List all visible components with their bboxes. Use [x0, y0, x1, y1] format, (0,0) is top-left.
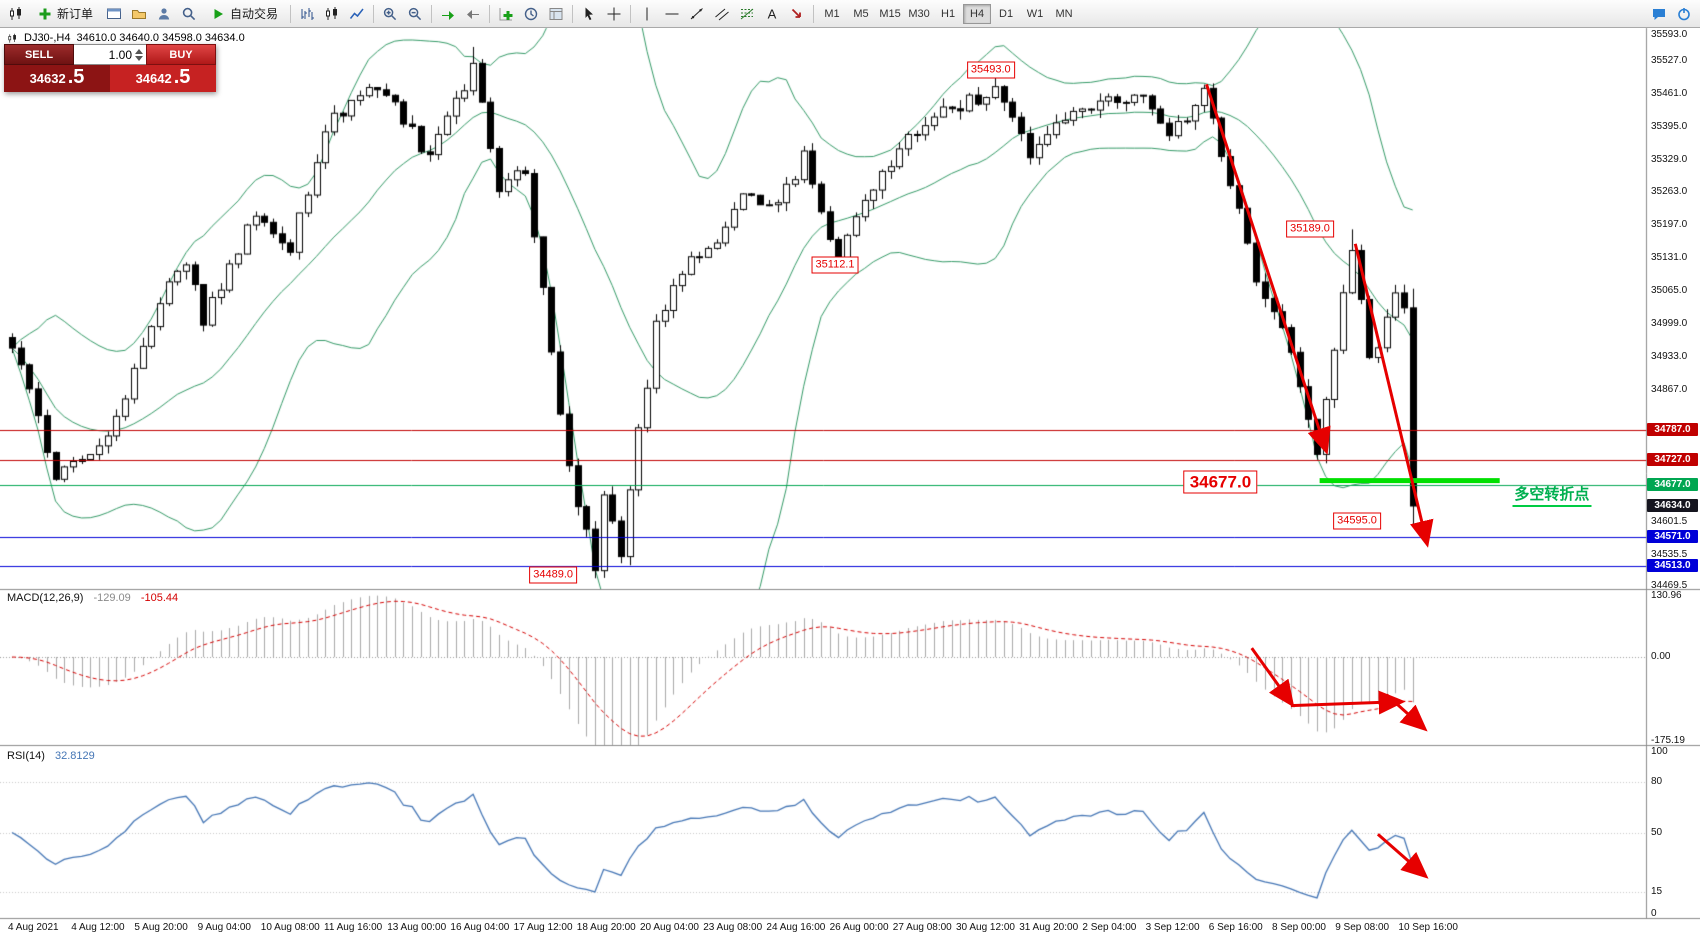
- cursor-icon[interactable]: [577, 3, 601, 25]
- timeframe-m5-button[interactable]: M5: [847, 4, 875, 24]
- macd-indicator-label: MACD(12,26,9) -129.09 -105.44: [7, 592, 178, 604]
- toolbar-separator: [572, 4, 574, 23]
- chat-icon-icon: [1651, 6, 1667, 22]
- chart-shift-icon-icon: [465, 6, 481, 22]
- chart-shift-icon[interactable]: [461, 3, 485, 25]
- timeframe-m1-button[interactable]: M1: [818, 4, 846, 24]
- line-chart-icon[interactable]: [345, 3, 369, 25]
- vertical-line-icon-icon: [639, 6, 655, 22]
- periods-icon-icon: [523, 6, 539, 22]
- zoom-out-icon-icon: [407, 6, 423, 22]
- zoom-out-icon[interactable]: [403, 3, 427, 25]
- timeframe-d1-button[interactable]: D1: [992, 4, 1020, 24]
- crosshair-icon-icon: [606, 6, 622, 22]
- autotrading-icon: [210, 6, 226, 22]
- top-toolbar: 新订单 自动交易 M1 M5 M15 M30 H1 H4 D1 W1 MN: [0, 0, 1700, 28]
- fibonacci-icon[interactable]: [735, 3, 759, 25]
- market-watch-icon-icon: [156, 6, 172, 22]
- buy-button[interactable]: BUY: [146, 44, 216, 65]
- chat-icon[interactable]: [1647, 3, 1671, 25]
- sell-button[interactable]: SELL: [4, 44, 74, 65]
- rsi-value: 32.8129: [54, 750, 95, 762]
- new-order-icon: [37, 6, 53, 22]
- volume-increase-icon[interactable]: [135, 48, 143, 54]
- bid-price[interactable]: 34632 .5: [4, 65, 110, 92]
- rsi-indicator-label: RSI(14) 32.8129: [7, 750, 95, 762]
- periods-icon[interactable]: [519, 3, 543, 25]
- trendline-icon-icon: [689, 6, 705, 22]
- toolbar-separator: [373, 4, 375, 23]
- volume-stepper[interactable]: [135, 48, 143, 61]
- timeframe-w1-button[interactable]: W1: [1021, 4, 1049, 24]
- symbol-ohlc-values: 34610.0 34640.0 34598.0 34634.0: [76, 32, 245, 44]
- timeframe-h1-button[interactable]: H1: [934, 4, 962, 24]
- chart-mini-icon: [7, 33, 18, 44]
- macd-title: MACD(12,26,9): [7, 592, 84, 604]
- templates-icon[interactable]: [544, 3, 568, 25]
- symbol-quote-info: DJ30-,H4 34610.0 34640.0 34598.0 34634.0: [7, 32, 245, 44]
- chart-window-icon[interactable]: [4, 3, 28, 25]
- arrows-icon[interactable]: [785, 3, 809, 25]
- fibonacci-icon-icon: [739, 6, 755, 22]
- timeframe-h4-button[interactable]: H4: [963, 3, 992, 24]
- crosshair-icon[interactable]: [602, 3, 626, 25]
- new-chart-icon-icon: [106, 6, 122, 22]
- volume-value[interactable]: 1.00: [108, 47, 132, 62]
- cursor-icon-icon: [581, 6, 597, 22]
- toolbar-separator: [431, 4, 433, 23]
- macd-signal-value: -105.44: [140, 592, 179, 604]
- toolbar-separator: [813, 4, 815, 23]
- templates-icon-icon: [548, 6, 564, 22]
- horizontal-line-icon[interactable]: [660, 3, 684, 25]
- symbol-name: DJ30-,H4: [24, 32, 71, 44]
- toolbar-separator: [630, 4, 632, 23]
- ask-price[interactable]: 34642 .5: [110, 65, 216, 92]
- new-order-button[interactable]: 新订单: [29, 3, 101, 25]
- toolbar-separator: [489, 4, 491, 23]
- text-label-icon-icon: [764, 6, 780, 22]
- timeframe-m30-button[interactable]: M30: [905, 4, 933, 24]
- bar-chart-icon-icon: [299, 6, 315, 22]
- profiles-icon-icon: [131, 6, 147, 22]
- rsi-title: RSI(14): [7, 750, 45, 762]
- channel-icon-icon: [714, 6, 730, 22]
- toolbar-separator: [290, 4, 292, 23]
- power-icon-icon: [1676, 6, 1692, 22]
- line-chart-icon-icon: [349, 6, 365, 22]
- chart-window-icon-icon: [8, 6, 24, 22]
- data-window-icon-icon: [181, 6, 197, 22]
- vertical-line-icon[interactable]: [635, 3, 659, 25]
- power-icon[interactable]: [1672, 3, 1696, 25]
- channel-icon[interactable]: [710, 3, 734, 25]
- auto-scroll-icon[interactable]: [436, 3, 460, 25]
- candlestick-chart-icon[interactable]: [320, 3, 344, 25]
- bar-chart-icon[interactable]: [295, 3, 319, 25]
- horizontal-line-icon-icon: [664, 6, 680, 22]
- zoom-in-icon[interactable]: [378, 3, 402, 25]
- profiles-icon[interactable]: [127, 3, 151, 25]
- market-watch-icon[interactable]: [152, 3, 176, 25]
- arrows-icon-icon: [789, 6, 805, 22]
- timeframe-m15-button[interactable]: M15: [876, 4, 904, 24]
- timeframe-mn-button[interactable]: MN: [1050, 4, 1078, 24]
- data-window-icon[interactable]: [177, 3, 201, 25]
- one-click-trading-panel: SELL 1.00 BUY 34632 .5 34642 .5: [4, 44, 216, 92]
- candlestick-chart-icon-icon: [324, 6, 340, 22]
- zoom-in-icon-icon: [382, 6, 398, 22]
- new-chart-icon[interactable]: [102, 3, 126, 25]
- trendline-icon[interactable]: [685, 3, 709, 25]
- indicators-icon-icon: [498, 6, 514, 22]
- auto-scroll-icon-icon: [440, 6, 456, 22]
- volume-decrease-icon[interactable]: [135, 55, 143, 61]
- indicators-icon[interactable]: [494, 3, 518, 25]
- autotrading-button[interactable]: 自动交易: [202, 3, 286, 25]
- text-label-icon[interactable]: [760, 3, 784, 25]
- volume-field[interactable]: 1.00: [74, 44, 146, 65]
- macd-main-value: -129.09: [93, 592, 131, 604]
